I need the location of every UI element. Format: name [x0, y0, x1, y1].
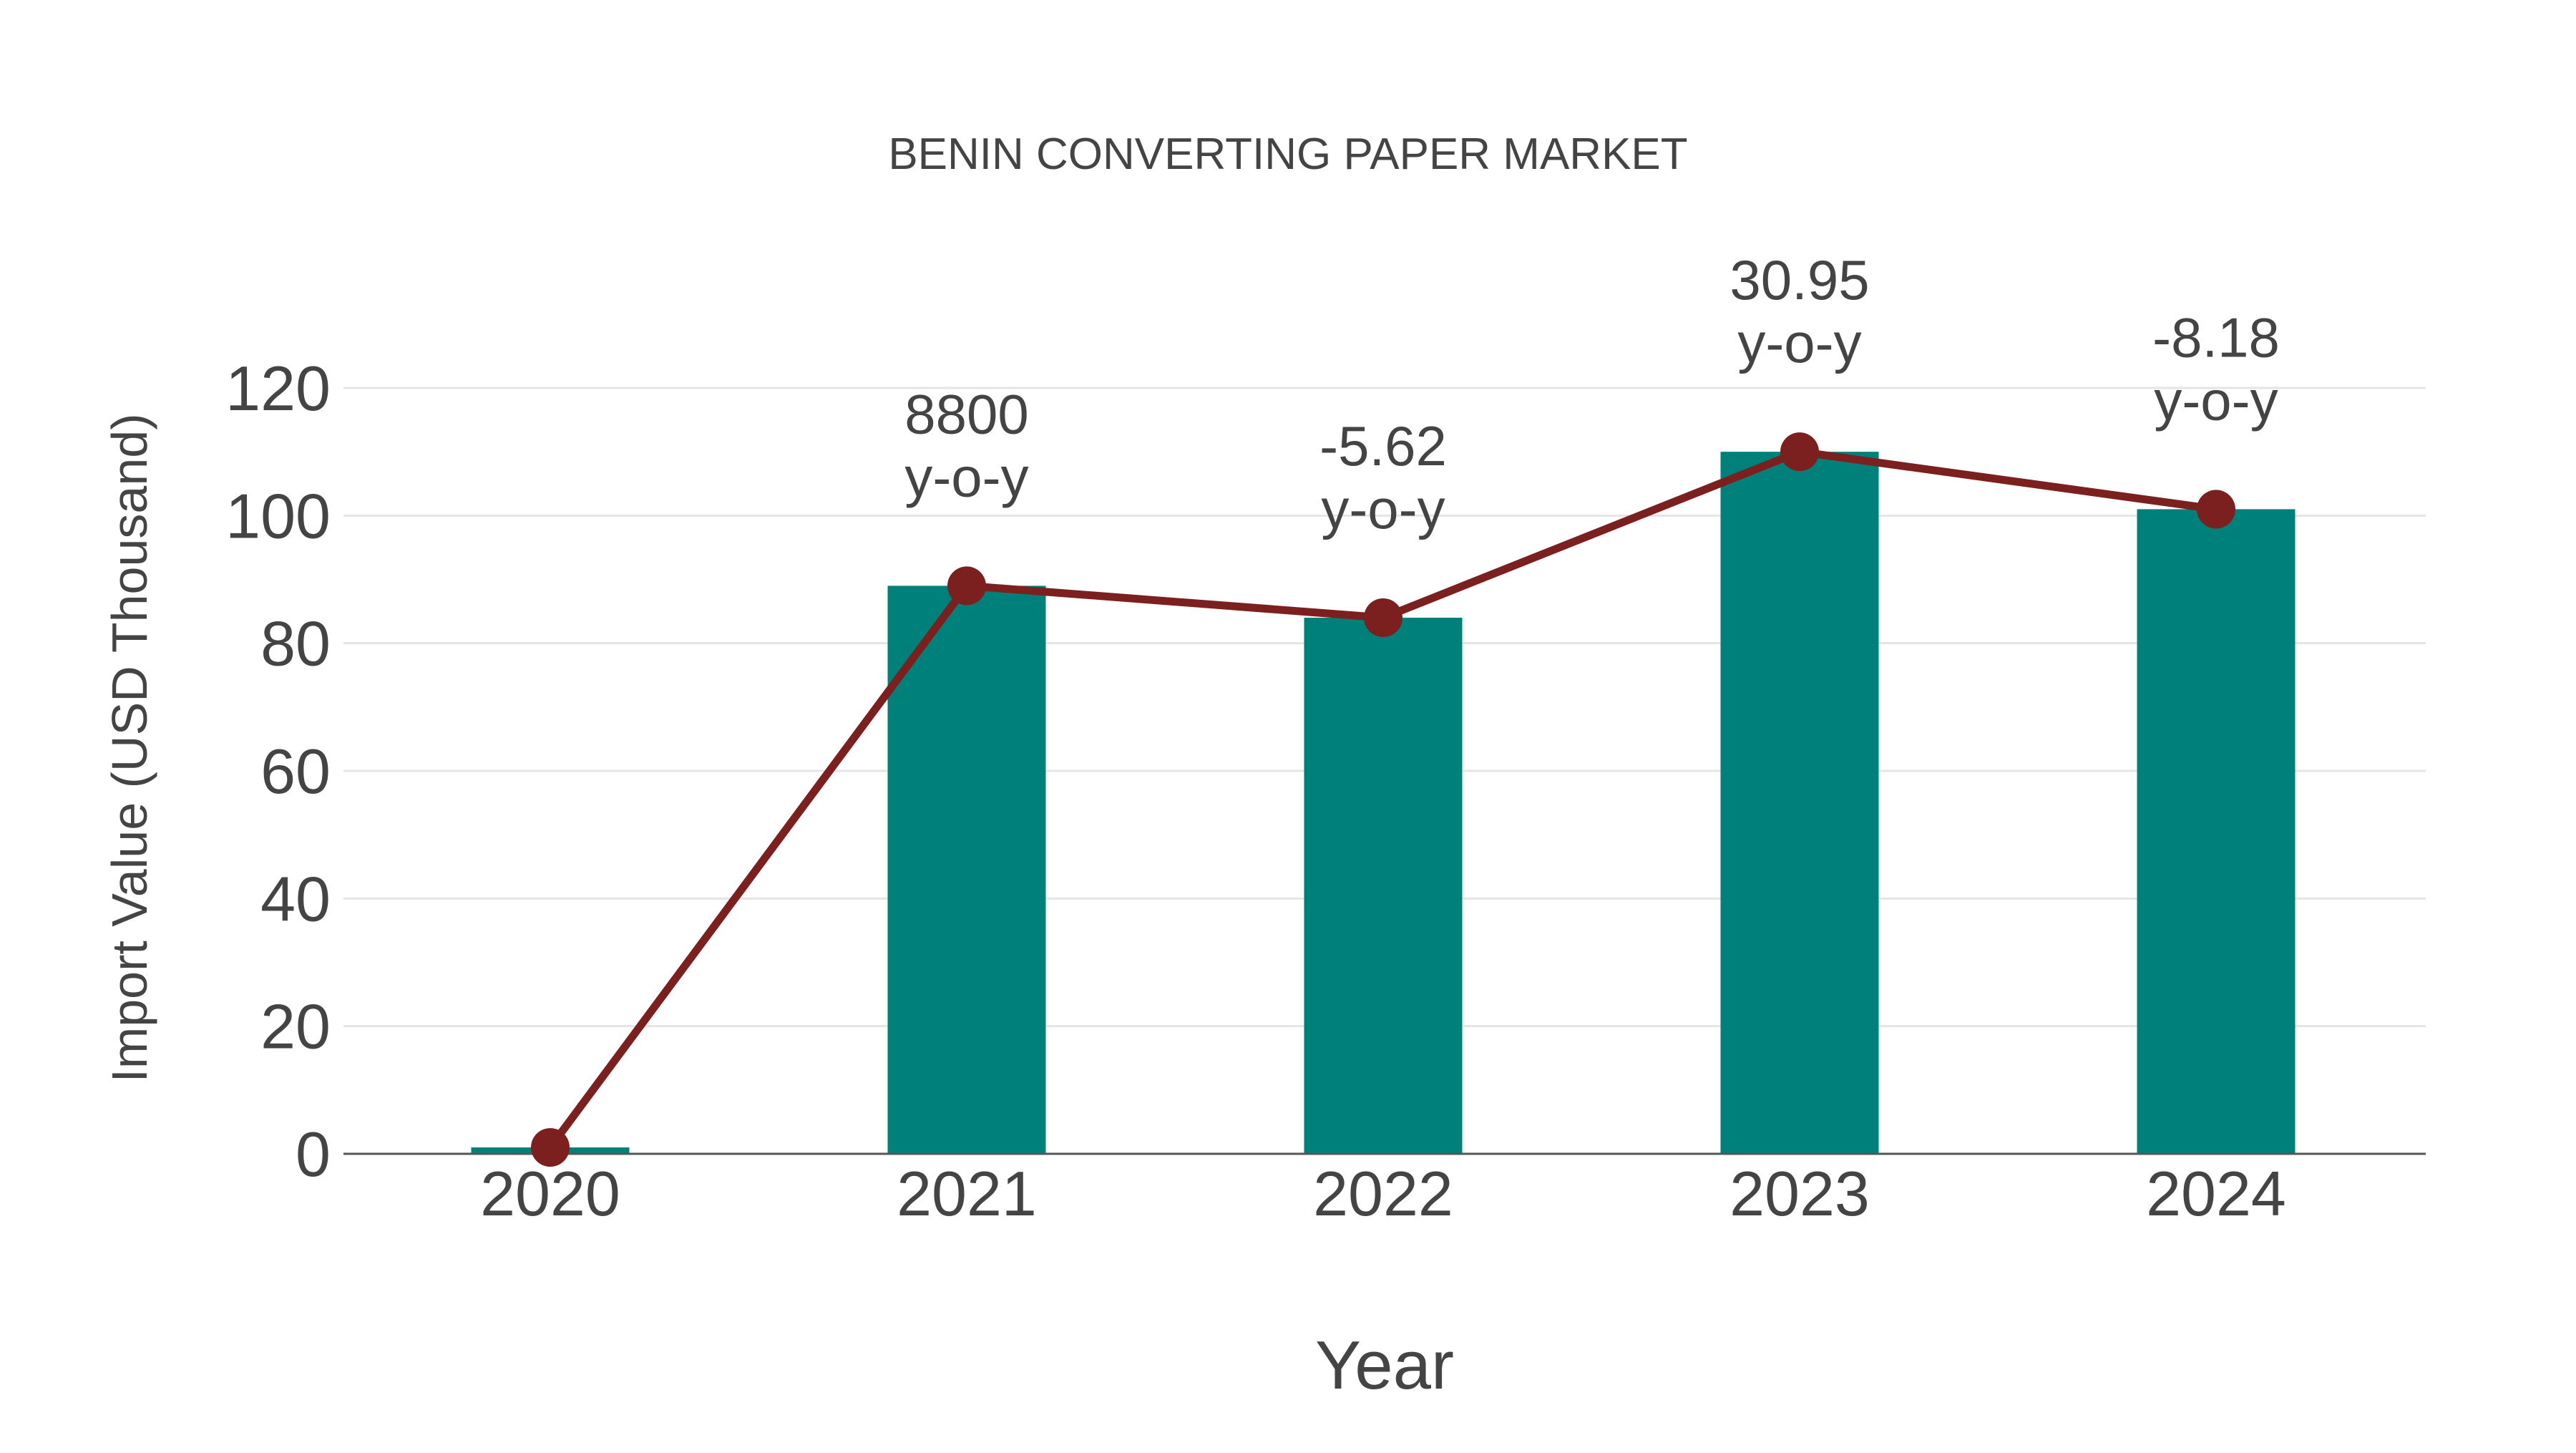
yoy-value: 8800: [904, 382, 1029, 445]
line-marker: [2197, 490, 2235, 529]
yoy-suffix: y-o-y: [1737, 311, 1861, 374]
y-tick-label: 120: [225, 353, 331, 424]
y-tick-label: 100: [225, 480, 331, 551]
bar-series: [471, 452, 2296, 1154]
y-tick-label: 0: [296, 1119, 331, 1190]
yoy-value: -8.18: [2152, 306, 2280, 369]
x-axis-title: Year: [1315, 1327, 1454, 1404]
yoy-annotation: -5.62y-o-y: [1319, 414, 1447, 540]
x-tick-label: 2022: [1313, 1158, 1453, 1229]
y-tick-label: 80: [260, 608, 331, 679]
chart-title: BENIN CONVERTING PAPER MARKET: [888, 130, 1687, 179]
y-tick-label: 40: [260, 863, 331, 934]
yoy-suffix: y-o-y: [904, 445, 1028, 508]
yoy-suffix: y-o-y: [2154, 369, 2278, 432]
x-axis-ticks: 2020 2021 2022 2023 2024: [480, 1158, 2286, 1229]
yoy-annotation: 30.95y-o-y: [1729, 248, 1869, 374]
x-tick-label: 2020: [480, 1158, 620, 1229]
yoy-annotation: -8.18y-o-y: [2152, 306, 2280, 432]
bar: [1720, 452, 1879, 1154]
y-axis-ticks: 0 20 40 60 80 100 120: [225, 353, 331, 1190]
x-tick-label: 2023: [1729, 1158, 1870, 1229]
y-axis-title: Import Value (USD Thousand): [102, 413, 157, 1082]
x-tick-label: 2024: [2146, 1158, 2286, 1229]
bar: [1304, 618, 1463, 1154]
line-series: [531, 432, 2235, 1167]
x-tick-label: 2021: [897, 1158, 1037, 1229]
bar: [2137, 509, 2296, 1154]
line-marker: [1780, 432, 1819, 472]
line-marker: [947, 566, 986, 606]
y-tick-label: 20: [260, 991, 331, 1062]
line-marker: [1364, 598, 1402, 637]
yoy-value: 30.95: [1729, 248, 1869, 311]
yoy-suffix: y-o-y: [1321, 477, 1445, 540]
line-marker: [531, 1128, 570, 1167]
y-tick-label: 60: [260, 736, 331, 807]
bar: [887, 585, 1046, 1154]
yoy-value: -5.62: [1319, 414, 1447, 477]
